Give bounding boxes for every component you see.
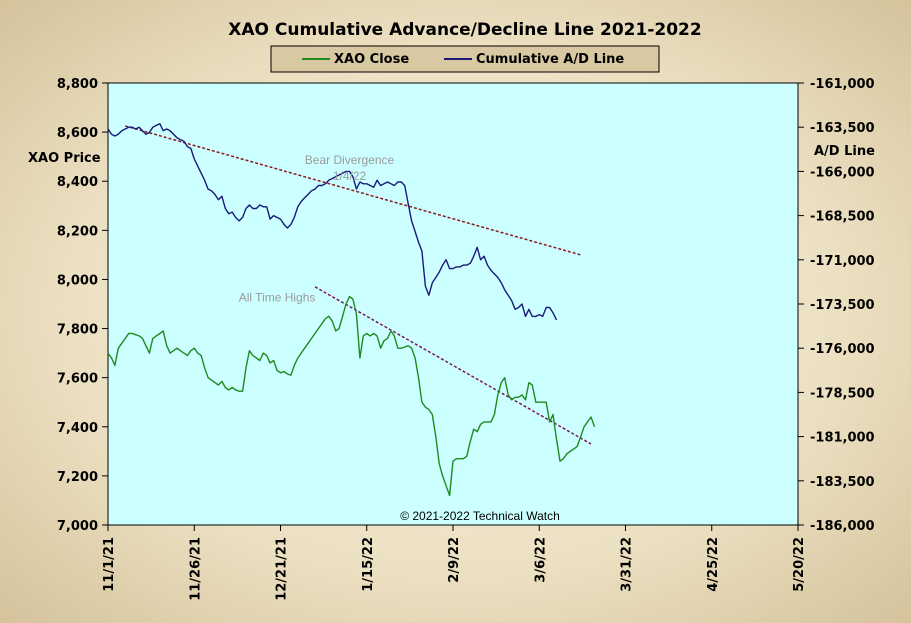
y-left-tick-label: 7,800 <box>57 323 98 338</box>
y-right-tick-label: -186,000 <box>810 519 875 534</box>
y-right-tick-label: -163,500 <box>810 121 875 136</box>
y-axis-left-label: XAO Price <box>28 151 101 166</box>
trendline-1 <box>125 125 581 256</box>
annotations: Bear Divergence 1/4/22 All Time Highs <box>239 153 395 305</box>
y-right-tick-label: -161,000 <box>810 77 875 92</box>
trendlines <box>125 125 592 445</box>
x-axis: 11/1/21 11/26/21 12/21/21 1/15/22 2/9/22 3/6/… <box>102 525 807 601</box>
y-left-tick-label: 7,400 <box>57 421 98 436</box>
x-tick-label: 4/25/22 <box>706 537 721 592</box>
y-axis-right: -186,000 -183,500 -181,000 -178,500 -176,000… <box>798 77 875 534</box>
x-tick-label: 2/9/22 <box>447 537 462 583</box>
x-tick-label: 11/26/21 <box>188 537 203 601</box>
chart-title: XAO Cumulative Advance/Decline Line 2021… <box>228 20 701 40</box>
x-tick-label: 12/21/21 <box>275 537 290 601</box>
x-tick-label: 1/15/22 <box>361 537 376 592</box>
y-axis-left: 7,000 7,200 7,400 7,600 7,800 8,000 8,200 8,400… <box>57 77 108 534</box>
legend-label-ad-line: Cumulative A/D Line <box>476 52 624 67</box>
x-tick-label: 11/1/21 <box>102 537 117 592</box>
legend: XAO Close Cumulative A/D Line <box>270 45 660 73</box>
x-tick-label: 3/31/22 <box>620 537 635 592</box>
plot-area <box>107 82 799 526</box>
series-cumulative-ad-line <box>107 122 558 321</box>
series-xao-close <box>107 295 596 497</box>
y-right-tick-label: -171,000 <box>810 254 875 269</box>
y-right-tick-label: -168,500 <box>810 210 875 225</box>
y-axis-right-label: A/D Line <box>814 144 875 159</box>
y-right-tick-label: -166,000 <box>810 165 875 180</box>
trendline-2 <box>314 286 592 445</box>
annotation-3: All Time Highs <box>239 291 316 305</box>
y-left-tick-label: 7,000 <box>57 519 98 534</box>
series-group <box>107 122 596 497</box>
y-right-tick-label: -176,000 <box>810 342 875 357</box>
y-right-tick-label: -173,500 <box>810 298 875 313</box>
y-left-tick-label: 8,600 <box>57 126 98 141</box>
y-right-tick-label: -181,000 <box>810 431 875 446</box>
y-right-tick-label: -183,500 <box>810 475 875 490</box>
legend-label-xao-close: XAO Close <box>334 52 409 67</box>
y-left-tick-label: 8,000 <box>57 273 98 288</box>
annotation-2: 1/4/22 <box>333 169 367 183</box>
y-left-tick-label: 8,400 <box>57 175 98 190</box>
x-tick-label: 3/6/22 <box>533 537 548 583</box>
y-left-tick-label: 8,200 <box>57 224 98 239</box>
copyright-footer: © 2021-2022 Technical Watch <box>400 509 560 523</box>
y-left-tick-label: 7,200 <box>57 470 98 485</box>
annotation-1: Bear Divergence <box>305 153 395 167</box>
x-tick-label: 5/20/22 <box>792 537 807 592</box>
y-left-tick-label: 7,600 <box>57 372 98 387</box>
y-right-tick-label: -178,500 <box>810 386 875 401</box>
y-left-tick-label: 8,800 <box>57 77 98 92</box>
